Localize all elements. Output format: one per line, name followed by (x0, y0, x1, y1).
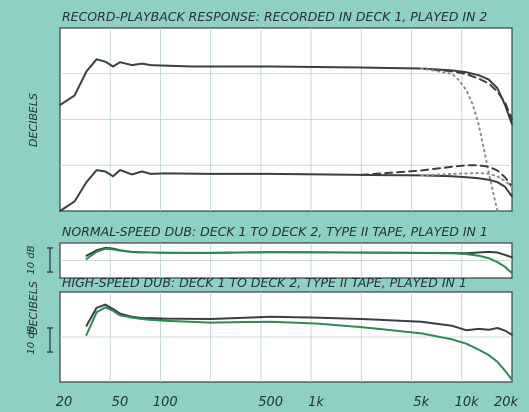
x-tick-label: 500 (258, 395, 283, 410)
series-line-dashed (420, 67, 513, 121)
chart-title: HIGH-SPEED DUB: DECK 1 TO DECK 2, TYPE I… (62, 275, 467, 290)
chart-panel-2: NORMAL-SPEED DUB: DECK 1 TO DECK 2, TYPE… (26, 224, 513, 335)
series-line-dotted (420, 67, 499, 212)
scale-bar (47, 247, 53, 273)
series-line-solid (85, 247, 513, 275)
x-tick-label: 10k (455, 395, 480, 410)
scale-bar (47, 327, 53, 353)
scale-label: 10 dB (26, 245, 37, 274)
chart-panel-1: RECORD-PLAYBACK RESPONSE: RECORDED IN DE… (27, 9, 513, 212)
series-line-solid (85, 306, 513, 381)
chart-title: NORMAL-SPEED DUB: DECK 1 TO DECK 2, TYPE… (62, 224, 488, 239)
series-line-dashed (360, 164, 513, 188)
chart-panel-3: HIGH-SPEED DUB: DECK 1 TO DECK 2, TYPE I… (26, 275, 519, 410)
x-tick-label: 5k (413, 395, 429, 410)
series-line-solid (59, 169, 513, 212)
series-line-solid (85, 303, 513, 336)
x-tick-label: 1k (308, 395, 324, 410)
x-tick-label: 100 (153, 395, 178, 410)
x-tick-label: 50 (112, 395, 129, 410)
scale-label: 10 dB (26, 325, 37, 354)
y-axis-label: DECIBELS (27, 281, 40, 335)
y-axis-label: DECIBELS (27, 93, 40, 147)
x-tick-label: 20 (56, 395, 73, 410)
chart-title: RECORD-PLAYBACK RESPONSE: RECORDED IN DE… (62, 9, 487, 24)
x-tick-label: 20k (494, 395, 519, 410)
series-line-dotted (420, 172, 513, 188)
series-line-solid (59, 58, 513, 126)
